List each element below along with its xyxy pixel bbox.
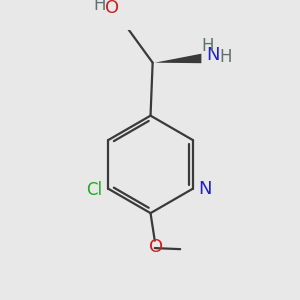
Text: H: H [202,37,214,55]
Text: O: O [149,238,163,256]
Polygon shape [155,54,201,63]
Text: Cl: Cl [86,181,102,199]
Text: H: H [93,0,106,14]
Text: O: O [105,0,119,16]
Text: N: N [198,180,211,198]
Text: N: N [206,46,220,64]
Text: H: H [220,48,232,66]
